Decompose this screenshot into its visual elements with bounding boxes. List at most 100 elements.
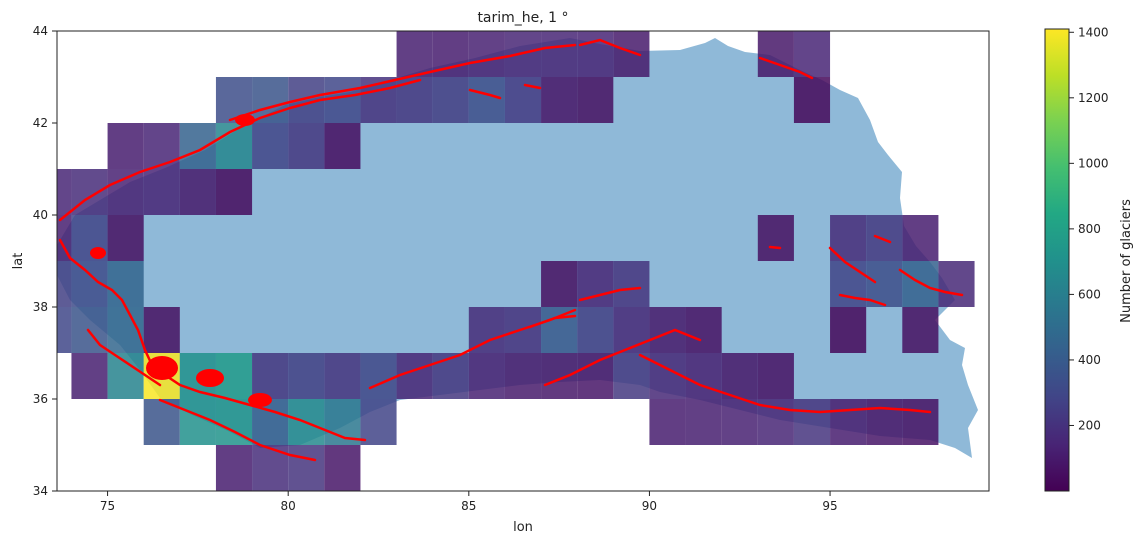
glacier-band-east-top xyxy=(873,234,892,244)
x-tick-label: 75 xyxy=(100,499,115,513)
colorbar-tick-label: 800 xyxy=(1078,222,1101,236)
grid-cell-93-43 xyxy=(757,31,794,77)
grid-cell-82-36 xyxy=(360,353,397,399)
y-tick-label: 42 xyxy=(33,116,48,130)
plot-frame xyxy=(56,30,990,492)
glacier-band-tianshan-south xyxy=(58,78,422,222)
grid-cell-77-41 xyxy=(179,123,216,169)
grid-cell-88-37 xyxy=(577,307,614,353)
grid-cell-90-37 xyxy=(649,307,686,353)
colorbar-tick-label: 1000 xyxy=(1078,156,1109,170)
grid-cell-86-36 xyxy=(504,353,542,399)
grid-cell-79-41 xyxy=(252,123,289,169)
glacier-band-inner xyxy=(468,88,502,100)
glacier-band-northeast xyxy=(758,56,814,80)
grid-cell-77-35 xyxy=(179,399,216,445)
grid-cell-88-36 xyxy=(577,353,614,399)
grid-cell-76-41 xyxy=(143,123,180,169)
y-tick-label: 34 xyxy=(33,484,48,498)
grid-cell-83-36 xyxy=(396,353,433,399)
grid-cell-75-36 xyxy=(107,353,144,399)
glacier-band-bogda xyxy=(578,38,642,57)
grid-cell-73-38 xyxy=(57,261,72,307)
glacier-band-altun xyxy=(578,286,642,302)
x-axis: 75 80 85 90 95 xyxy=(100,491,838,513)
y-axis: 34 36 38 40 42 44 xyxy=(33,24,57,498)
grid-cell-92-35 xyxy=(721,399,758,445)
glacier-band-qilian xyxy=(638,353,932,414)
grid-cell-86-42 xyxy=(504,77,542,123)
grid-cell-91-36 xyxy=(685,353,722,399)
grid-cell-87-37 xyxy=(541,307,578,353)
grid-cell-85-43 xyxy=(468,31,505,77)
grid-cell-87-38 xyxy=(541,261,578,307)
y-tick-label: 38 xyxy=(33,300,48,314)
grid-cell-85-36 xyxy=(468,353,505,399)
grid-cell-85-42 xyxy=(468,77,505,123)
grid-cell-87-43 xyxy=(541,31,578,77)
glacier-cluster-tianshan xyxy=(235,114,255,126)
grid-cell-95-38 xyxy=(830,261,867,307)
x-tick-label: 85 xyxy=(461,499,476,513)
grid-cell-85-37 xyxy=(468,307,505,353)
glacier-band-east-far xyxy=(898,268,964,297)
grid-cell-81-42 xyxy=(324,77,361,123)
colorbar-gradient xyxy=(1044,28,1070,492)
grid-cell-80-36 xyxy=(288,353,325,399)
y-tick-label: 44 xyxy=(33,24,48,38)
grid-cell-78-34 xyxy=(215,445,253,491)
glacier-cluster-karakoram xyxy=(146,356,178,380)
y-tick-label: 40 xyxy=(33,208,48,222)
grid-cell-73-40 xyxy=(57,169,72,215)
grid-cell-98-38 xyxy=(938,261,975,307)
colorbar-tick-label: 1200 xyxy=(1078,91,1109,105)
grid-cell-79-42 xyxy=(252,77,289,123)
y-tick-label: 36 xyxy=(33,392,48,406)
grid-cell-82-35 xyxy=(360,399,397,445)
colorbar-tick-label: 1400 xyxy=(1078,25,1109,39)
grid-cell-73-37 xyxy=(57,307,72,353)
grid-cell-87-42 xyxy=(541,77,578,123)
grid-cell-84-36 xyxy=(432,353,469,399)
colorbar-tick-label: 200 xyxy=(1078,418,1101,432)
grid-cell-81-36 xyxy=(324,353,361,399)
grid-cell-93-36 xyxy=(757,353,794,399)
x-tick-label: 95 xyxy=(822,499,837,513)
glacier-cluster-kunlun2 xyxy=(248,393,272,407)
grid-cell-97-35 xyxy=(902,399,939,445)
grid-cell-91-37 xyxy=(685,307,722,353)
grid-cell-94-35 xyxy=(793,399,831,445)
grid-cell-91-35 xyxy=(685,399,722,445)
grid-cell-77-40 xyxy=(179,169,216,215)
colorbar-tick-label: 400 xyxy=(1078,353,1101,367)
grid-cell-87-36 xyxy=(541,353,578,399)
chart-title: tarim_he, 1 ° xyxy=(477,10,568,26)
x-tick-label: 80 xyxy=(281,499,296,513)
grid-cell-96-39 xyxy=(866,215,903,261)
grid-cell-89-37 xyxy=(613,307,650,353)
grid-cell-90-35 xyxy=(649,399,686,445)
glacier-band-qaidam xyxy=(543,328,702,387)
colorbar-tick-label: 600 xyxy=(1078,287,1101,301)
grid-cell-76-40 xyxy=(143,169,180,215)
grid-cell-95-37 xyxy=(830,307,867,353)
glacier-cluster-pamir xyxy=(90,247,106,259)
glacier-outlines xyxy=(58,38,964,462)
grid-cell-81-34 xyxy=(324,445,361,491)
grid-cell-78-40 xyxy=(215,169,253,215)
grid-cell-80-34 xyxy=(288,445,325,491)
grid-cell-94-43 xyxy=(793,31,831,77)
glacier-band-inner2 xyxy=(523,83,542,90)
grid-cell-96-38 xyxy=(866,261,903,307)
x-axis-label: lon xyxy=(513,520,533,535)
grid-cell-92-36 xyxy=(721,353,758,399)
glacier-band-pamir xyxy=(86,328,162,387)
grid-cell-88-42 xyxy=(577,77,614,123)
grid-cell-75-40 xyxy=(107,169,144,215)
x-tick-label: 90 xyxy=(642,499,657,513)
grid-cell-96-35 xyxy=(866,399,903,445)
grid-cell-76-37 xyxy=(143,307,180,353)
y-axis-label: lat xyxy=(11,253,26,270)
glacier-cluster-kunlun xyxy=(196,369,224,387)
